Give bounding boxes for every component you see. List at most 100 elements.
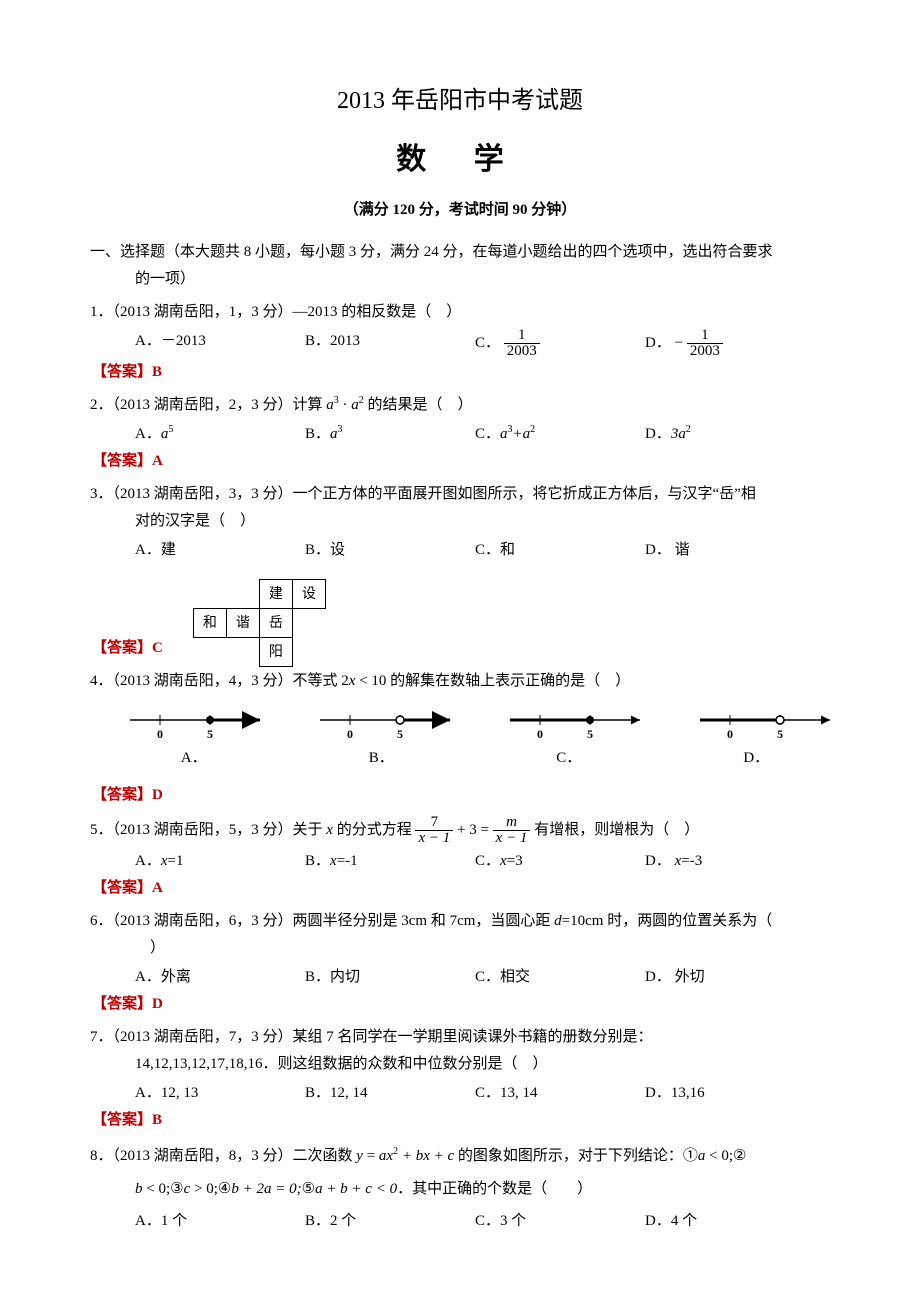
q4-nl-b: 0 5: [310, 705, 460, 745]
q2-stem: 2．（2013 湖南岳阳，2，3 分）计算 a3 · a2 的结果是（ ）: [90, 392, 830, 419]
q2-p2: 2: [359, 395, 364, 406]
q7-opt-a: A．12, 13: [135, 1080, 305, 1107]
q3-s1: 3．（2013 湖南岳阳，3，3 分）一个正方体的平面展开图如图所示，将它折成正…: [90, 486, 756, 502]
q8-stem: 8．（2013 湖南岳阳，8，3 分）二次函数 y = ax2 + bx + c…: [90, 1140, 830, 1206]
q6-pre: 6．（2013 湖南岳阳，6，3 分）两圆半径分别是 3cm 和 7cm，当圆心…: [90, 913, 554, 929]
q7-opt-c: C．13, 14: [475, 1080, 645, 1107]
q5-answer: 【答案】A: [92, 875, 830, 902]
q3-opt-d: D． 谐: [645, 537, 815, 564]
q2-opt-c: C．a3+a2: [475, 421, 645, 448]
section-1-line1: 一、选择题（本大题共 8 小题，每小题 3 分，满分 24 分，在每道小题给出的…: [90, 244, 773, 260]
svg-text:0: 0: [347, 727, 353, 741]
q4-2: 2: [341, 673, 349, 689]
q7-stem: 7．（2013 湖南岳阳，7，3 分）某组 7 名同学在一学期里阅读课外书籍的册…: [90, 1024, 830, 1078]
q4-lab-b: B．: [308, 745, 456, 772]
q5-mid: 的分式方程: [333, 822, 416, 838]
net-she: 设: [292, 580, 325, 609]
svg-text:0: 0: [157, 727, 163, 741]
q4-stem: 4．（2013 湖南岳阳，4，3 分）不等式 2x < 10 的解集在数轴上表示…: [90, 668, 830, 695]
q4-lab-a: A．: [120, 745, 268, 772]
q1-opt-d: D． − 12003: [645, 328, 815, 359]
number-line-a-svg: 0 5: [120, 705, 270, 745]
q6-options: A．外离 B．内切 C．相交 D． 外切: [135, 964, 830, 991]
q5-options: A．x=1 B．x=-1 C．x=3 D． x=-3: [135, 848, 830, 875]
q3-opt-c: C．和: [475, 537, 645, 564]
q3-cube-net: 建设 和谐岳 阳: [193, 579, 326, 667]
q5-x: x: [326, 822, 333, 838]
q6-s2: ）: [135, 935, 830, 962]
q8-opt-a: A．1 个: [135, 1208, 305, 1235]
q1-options: A．－2013 B．2013 C． 12003 D． − 12003: [135, 328, 830, 359]
q4-nl-c: 0 5: [500, 705, 650, 745]
q5-frac1: 7x − 1: [415, 815, 453, 846]
q8-opt-d: D．4 个: [645, 1208, 815, 1235]
q4-lab-d: D．: [683, 745, 831, 772]
q3-s2: 对的汉字是（ ）: [135, 508, 830, 535]
q6-opt-d: D． 外切: [645, 964, 815, 991]
net-yue: 岳: [259, 609, 292, 638]
q4-answer: 【答案】D: [92, 782, 830, 809]
svg-text:5: 5: [587, 727, 593, 741]
q1-answer: 【答案】B: [92, 359, 830, 386]
q5-pre: 5．（2013 湖南岳阳，5，3 分）关于: [90, 822, 326, 838]
net-he: 和: [193, 609, 226, 638]
q6-opt-c: C．相交: [475, 964, 645, 991]
svg-text:5: 5: [207, 727, 213, 741]
q4-lab-c: C．: [495, 745, 643, 772]
title-subject: 数 学: [90, 133, 830, 187]
q4-suf: 的解集在数轴上表示正确的是（ ）: [386, 673, 630, 689]
net-jian: 建: [259, 580, 292, 609]
q6-d: d: [554, 913, 562, 929]
q2-stem-suf: 的结果是（ ）: [368, 397, 473, 413]
q4-nl-d: 0 5: [690, 705, 840, 745]
q4-labels: A． B． C． D．: [120, 745, 830, 772]
q2-options: A．a5 B．a3 C．a3+a2 D．3a2: [135, 421, 830, 448]
frac-den: 2003: [504, 344, 540, 359]
q5-opt-c: C．x=3: [475, 848, 645, 875]
q1-c-prefix: C．: [475, 335, 500, 351]
q2-a1: a: [326, 397, 334, 413]
q6-stem: 6．（2013 湖南岳阳，6，3 分）两圆半径分别是 3cm 和 7cm，当圆心…: [90, 908, 830, 962]
q2-answer: 【答案】A: [92, 448, 830, 475]
q3-answer: 【答案】C: [92, 635, 163, 662]
q2-stem-pre: 2．（2013 湖南岳阳，2，3 分）计算: [90, 397, 326, 413]
q1-opt-a: A．－2013: [135, 328, 305, 359]
q3-stem: 3．（2013 湖南岳阳，3，3 分）一个正方体的平面展开图如图所示，将它折成正…: [90, 481, 830, 535]
q5-stem: 5．（2013 湖南岳阳，5，3 分）关于 x 的分式方程 7x − 1 + 3…: [90, 815, 830, 846]
section-1-heading: 一、选择题（本大题共 8 小题，每小题 3 分，满分 24 分，在每道小题给出的…: [90, 239, 830, 293]
svg-text:5: 5: [777, 727, 783, 741]
q1-opt-c: C． 12003: [475, 328, 645, 359]
q8-opt-c: C．3 个: [475, 1208, 645, 1235]
net-yang: 阳: [259, 638, 292, 667]
title-main: 2013 年岳阳市中考试题: [90, 80, 830, 123]
q3-opt-b: B．设: [305, 537, 475, 564]
q7-answer: 【答案】B: [92, 1107, 830, 1134]
q5-frac2: mx − 1: [493, 815, 531, 846]
q4-pre: 4．（2013 湖南岳阳，4，3 分）不等式: [90, 673, 341, 689]
q5-opt-d: D． x=-3: [645, 848, 815, 875]
q7-options: A．12, 13 B．12, 14 C．13, 14 D．13,16: [135, 1080, 830, 1107]
q2-opt-a: A．a5: [135, 421, 305, 448]
q5-opt-a: A．x=1: [135, 848, 305, 875]
q1-d-prefix: D．: [645, 335, 671, 351]
q2-opt-d: D．3a2: [645, 421, 815, 448]
q3-options: A．建 B．设 C．和 D． 谐: [135, 537, 830, 564]
svg-text:5: 5: [397, 727, 403, 741]
q6-opt-a: A．外离: [135, 964, 305, 991]
q2-p3: 3: [334, 395, 339, 406]
q4-nl-a: 0 5: [120, 705, 270, 745]
q2-dot: ·: [343, 397, 348, 413]
q8-options: A．1 个 B．2 个 C．3 个 D．4 个: [135, 1208, 830, 1235]
q4-number-lines: 0 5 0 5 0 5: [120, 705, 830, 745]
q1-stem: 1．（2013 湖南岳阳，1，3 分）—2013 的相反数是（ ）: [90, 299, 830, 326]
q1-d-frac: 12003: [687, 328, 723, 359]
q5-suf: 有增根，则增根为（ ）: [534, 822, 699, 838]
q7-s1: 7．（2013 湖南岳阳，7，3 分）某组 7 名同学在一学期里阅读课外书籍的册…: [90, 1029, 653, 1045]
q1-d-neg: −: [675, 335, 683, 351]
frac-den: 2003: [687, 344, 723, 359]
q7-opt-b: B．12, 14: [305, 1080, 475, 1107]
q5-plus: + 3 =: [457, 822, 493, 838]
q4-lt: < 10: [355, 673, 386, 689]
q5-opt-b: B．x=-1: [305, 848, 475, 875]
q1-c-frac: 12003: [504, 328, 540, 359]
